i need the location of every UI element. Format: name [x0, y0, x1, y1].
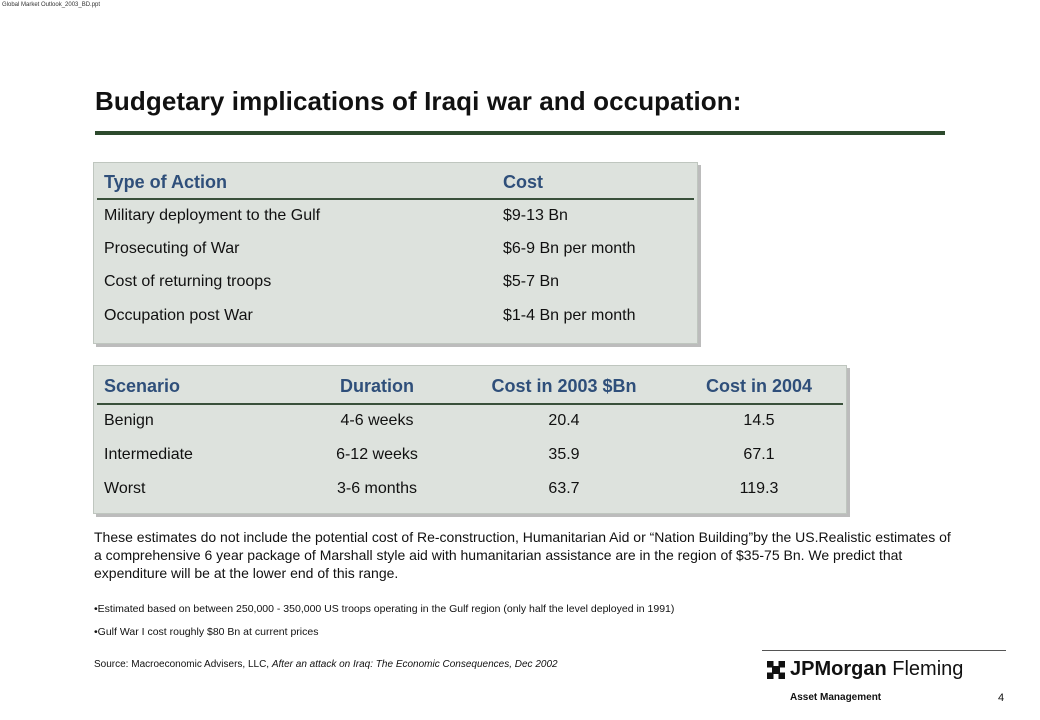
- action-cell: Cost of returning troops: [104, 273, 272, 290]
- logo-subtitle: Asset Management: [790, 692, 882, 703]
- scenario-cell: Intermediate: [104, 446, 193, 463]
- action-cell: Prosecuting of War: [104, 240, 240, 257]
- logo-wordmark-bold: JPMorgan: [790, 658, 887, 680]
- action-cell: Occupation post War: [104, 307, 253, 324]
- cost-2004-cell: 67.1: [743, 446, 775, 463]
- source-prefix: Source: Macroeconomic Advisers, LLC,: [94, 659, 270, 670]
- column-header-cost-2003: Cost in 2003 $Bn: [491, 376, 637, 396]
- cost-2003-cell: 63.7: [548, 480, 580, 497]
- source-citation: Source: Macroeconomic Advisers, LLC, Aft…: [94, 659, 558, 670]
- column-header-type-of-action: Type of Action: [104, 172, 227, 192]
- company-logo: JPMorgan Fleming Asset Management: [766, 658, 1006, 706]
- note-bullet-gulf-war: •Gulf War I cost roughly $80 Bn at curre…: [94, 626, 319, 638]
- cost-2004-cell: 14.5: [743, 412, 775, 429]
- scenario-cell: Worst: [104, 480, 146, 497]
- cost-cell: $6-9 Bn per month: [503, 240, 636, 257]
- logo-wordmark-rest: Fleming: [892, 658, 964, 680]
- cost-cell: $1-4 Bn per month: [503, 307, 636, 324]
- duration-cell: 4-6 weeks: [340, 412, 414, 429]
- scenario-cell: Benign: [104, 412, 154, 429]
- cost-2003-cell: 20.4: [548, 412, 580, 429]
- header-divider: [97, 403, 843, 405]
- scenario-table: Scenario Duration Cost in 2003 $Bn Cost …: [93, 365, 847, 514]
- column-header-cost: Cost: [503, 172, 543, 192]
- duration-cell: 3-6 months: [336, 480, 418, 497]
- logo-divider: [762, 650, 1006, 651]
- page-number: 4: [998, 692, 1005, 704]
- action-cell: Military deployment to the Gulf: [104, 207, 321, 224]
- column-header-scenario: Scenario: [104, 376, 181, 396]
- logo-wordmark: JPMorgan Fleming: [790, 658, 963, 681]
- cost-2004-cell: 119.3: [739, 480, 779, 497]
- cost-cell: $5-7 Bn: [503, 273, 560, 290]
- title-divider: [95, 131, 945, 135]
- octagon-logo-icon: [767, 661, 785, 679]
- column-header-duration: Duration: [340, 376, 414, 396]
- page-title: Budgetary implications of Iraqi war and …: [95, 86, 742, 116]
- note-bullet-troops: •Estimated based on between 250,000 - 35…: [94, 603, 675, 615]
- estimates-paragraph: These estimates do not include the poten…: [94, 529, 951, 581]
- file-name: Global Market Outlook_2003_BD.ppt: [2, 2, 101, 8]
- header-divider: [97, 198, 694, 200]
- action-cost-table: Type of Action Cost Military deployment …: [93, 162, 698, 344]
- source-title: After an attack on Iraq: The Economic Co…: [271, 659, 558, 670]
- column-header-cost-2004: Cost in 2004: [705, 376, 813, 396]
- cost-cell: $9-13 Bn: [503, 207, 568, 224]
- cost-2003-cell: 35.9: [548, 446, 580, 463]
- duration-cell: 6-12 weeks: [336, 446, 418, 463]
